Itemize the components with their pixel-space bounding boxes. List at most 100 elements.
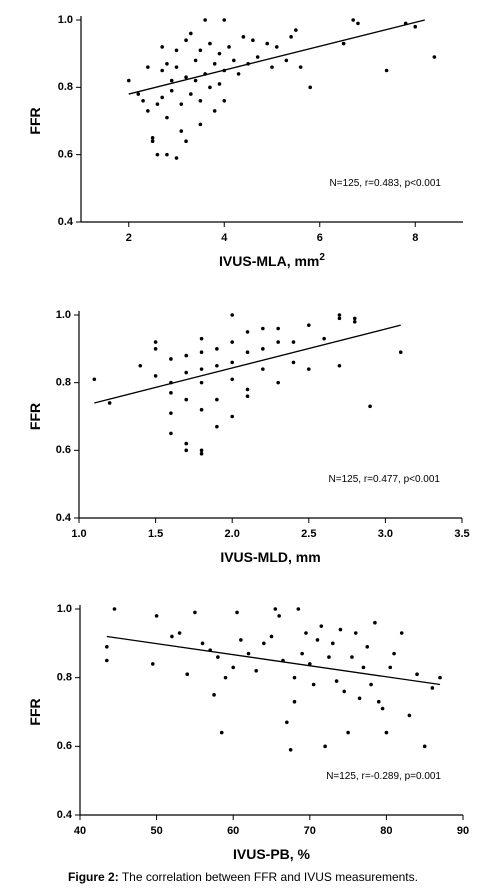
point	[215, 347, 219, 351]
x-tick-label: 6	[317, 232, 323, 244]
point	[407, 713, 412, 718]
point	[262, 641, 266, 646]
point	[304, 631, 308, 635]
point	[285, 720, 289, 725]
point	[107, 401, 112, 405]
point	[399, 631, 404, 635]
point	[154, 614, 159, 618]
x-tick-label: 90	[457, 825, 469, 837]
point	[184, 75, 188, 80]
y-tick-label: 1.0	[56, 309, 71, 321]
point	[160, 95, 164, 100]
y-tick-label: 0.4	[57, 809, 73, 821]
y-tick-label: 0.8	[58, 81, 73, 93]
point	[215, 424, 219, 429]
point	[369, 682, 373, 687]
point	[232, 58, 236, 63]
point	[199, 448, 204, 453]
point	[174, 48, 179, 53]
point	[160, 45, 164, 49]
point	[398, 350, 403, 355]
point	[438, 675, 442, 680]
point	[384, 68, 389, 73]
point	[274, 45, 279, 49]
point	[215, 397, 219, 402]
point	[227, 45, 231, 49]
point	[357, 696, 362, 701]
point	[174, 65, 179, 69]
x-axis-label-text: IVUS-MLA, mm	[219, 253, 319, 269]
point	[165, 152, 169, 157]
point	[200, 641, 205, 646]
trend-line	[106, 635, 441, 686]
point	[245, 350, 250, 355]
point	[219, 730, 224, 735]
x-tick-label: 1.5	[148, 528, 163, 540]
point	[203, 18, 207, 22]
point	[319, 624, 324, 628]
point	[392, 651, 396, 656]
x-tick-label: 1.0	[71, 528, 86, 540]
point	[246, 651, 251, 656]
point	[291, 340, 296, 344]
point	[146, 109, 150, 113]
point	[346, 730, 350, 735]
point	[153, 374, 158, 378]
point	[169, 391, 173, 395]
trend-line	[94, 324, 401, 404]
point	[307, 323, 311, 327]
point	[165, 115, 169, 120]
point	[432, 55, 437, 59]
point	[261, 367, 265, 371]
point	[179, 102, 184, 106]
point	[356, 21, 360, 26]
point	[413, 24, 418, 29]
point	[230, 377, 234, 382]
x-axis-label: IVUS-MLD, mm	[220, 549, 320, 565]
y-tick-label: 1.0	[57, 603, 72, 615]
point	[315, 638, 320, 642]
point	[307, 367, 311, 371]
point	[146, 65, 150, 69]
point	[169, 88, 174, 93]
point	[153, 347, 158, 351]
x-tick-label: 3.5	[454, 528, 469, 540]
point	[105, 658, 109, 663]
point	[291, 360, 296, 365]
point	[184, 139, 188, 143]
point	[217, 51, 222, 56]
point	[294, 28, 298, 32]
y-tick-label: 0.4	[56, 512, 72, 524]
point	[199, 451, 204, 456]
point	[415, 672, 419, 677]
x-tick-label: 2.0	[225, 528, 240, 540]
point	[365, 644, 370, 649]
point	[235, 610, 239, 615]
point	[199, 367, 204, 371]
point	[165, 61, 169, 66]
y-axis-label: FFR	[27, 107, 43, 134]
x-tick-label: 70	[304, 825, 316, 837]
caption-text: The correlation between FFR and IVUS mea…	[119, 870, 418, 884]
point	[352, 316, 357, 321]
point	[208, 41, 212, 46]
point	[185, 672, 190, 677]
point	[277, 614, 281, 618]
point	[189, 31, 193, 36]
point	[222, 99, 227, 103]
x-tick-label: 8	[412, 232, 418, 244]
point	[373, 620, 377, 625]
point	[341, 41, 346, 46]
point	[361, 665, 366, 670]
point	[105, 644, 109, 649]
point	[198, 99, 203, 103]
y-tick-label: 0.8	[57, 672, 72, 684]
point	[311, 682, 316, 687]
point	[136, 92, 141, 96]
point	[289, 35, 293, 39]
point	[388, 665, 393, 670]
point	[236, 72, 241, 76]
x-tick-label: 50	[150, 825, 162, 837]
point	[222, 18, 227, 22]
